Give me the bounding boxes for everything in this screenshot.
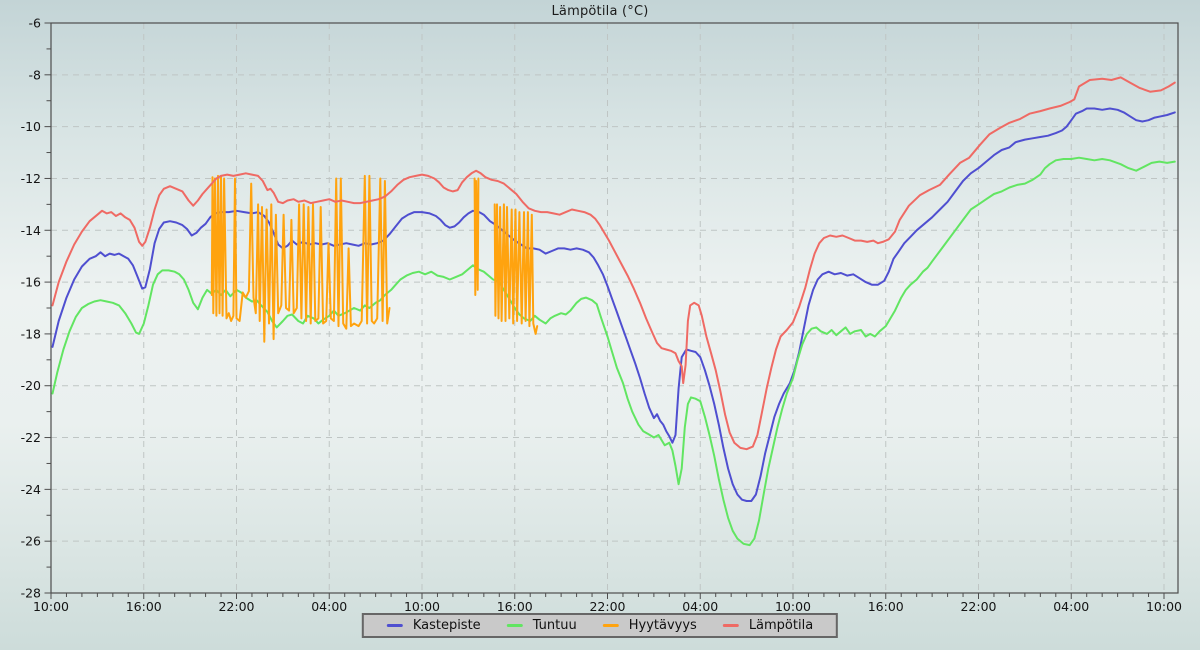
x-axis-tick-label: 16:00 (126, 599, 162, 614)
x-axis-tick-label: 10:00 (1146, 599, 1182, 614)
x-axis-tick-label: 04:00 (311, 599, 347, 614)
x-axis-tick-label: 22:00 (218, 599, 254, 614)
legend-item-hyytävyys: Hyytävyys (602, 618, 697, 633)
series-line-tuntuu (51, 156, 1176, 547)
y-axis-tick-label: -26 (21, 534, 41, 549)
legend-label: Lämpötila (748, 618, 814, 633)
y-axis-tick-label: -20 (21, 378, 41, 393)
y-axis-tick-label: -28 (21, 586, 41, 601)
legend-item-kastepiste: Kastepiste (386, 618, 481, 633)
legend-label: Kastepiste (412, 618, 481, 633)
series-line-hyytävyys (493, 203, 539, 335)
y-axis-tick-label: -16 (21, 275, 41, 290)
x-axis-tick-label: 04:00 (1053, 599, 1089, 614)
y-axis-tick-label: -12 (21, 171, 41, 186)
x-axis-tick-label: 22:00 (960, 599, 996, 614)
legend-swatch-tuntuu (506, 624, 523, 627)
series-line-kastepiste (51, 107, 1176, 502)
y-axis-tick-label: -18 (21, 326, 41, 341)
legend-label: Tuntuu (532, 618, 577, 633)
x-axis-tick-label: 04:00 (682, 599, 718, 614)
series-line-hyytävyys (473, 177, 480, 296)
legend-swatch-hyytävyys (602, 624, 619, 627)
y-axis-tick-label: -6 (29, 16, 42, 31)
x-axis-tick-label: 10:00 (775, 599, 811, 614)
legend-item-tuntuu: Tuntuu (506, 618, 577, 633)
series-line-hyytävyys (210, 174, 391, 343)
x-axis-tick-label: 22:00 (589, 599, 625, 614)
legend-swatch-lämpötila (722, 624, 739, 627)
x-axis-tick-label: 10:00 (33, 599, 69, 614)
x-axis-tick-label: 10:00 (404, 599, 440, 614)
legend-label: Hyytävyys (628, 618, 697, 633)
legend: Kastepiste Tuntuu Hyytävyys Lämpötila (361, 613, 839, 638)
series-line-lämpötila (51, 76, 1176, 451)
y-axis-tick-label: -10 (21, 119, 41, 134)
y-axis-tick-label: -22 (21, 430, 41, 445)
y-axis-tick-label: -24 (21, 482, 41, 497)
legend-item-lämpötila: Lämpötila (722, 618, 814, 633)
chart-title: Lämpötila (°C) (551, 4, 649, 19)
y-axis-tick-label: -14 (21, 223, 41, 238)
legend-swatch-kastepiste (386, 624, 403, 627)
y-axis-tick-label: -8 (29, 67, 42, 82)
x-axis-tick-label: 16:00 (497, 599, 533, 614)
x-axis-tick-label: 16:00 (868, 599, 904, 614)
